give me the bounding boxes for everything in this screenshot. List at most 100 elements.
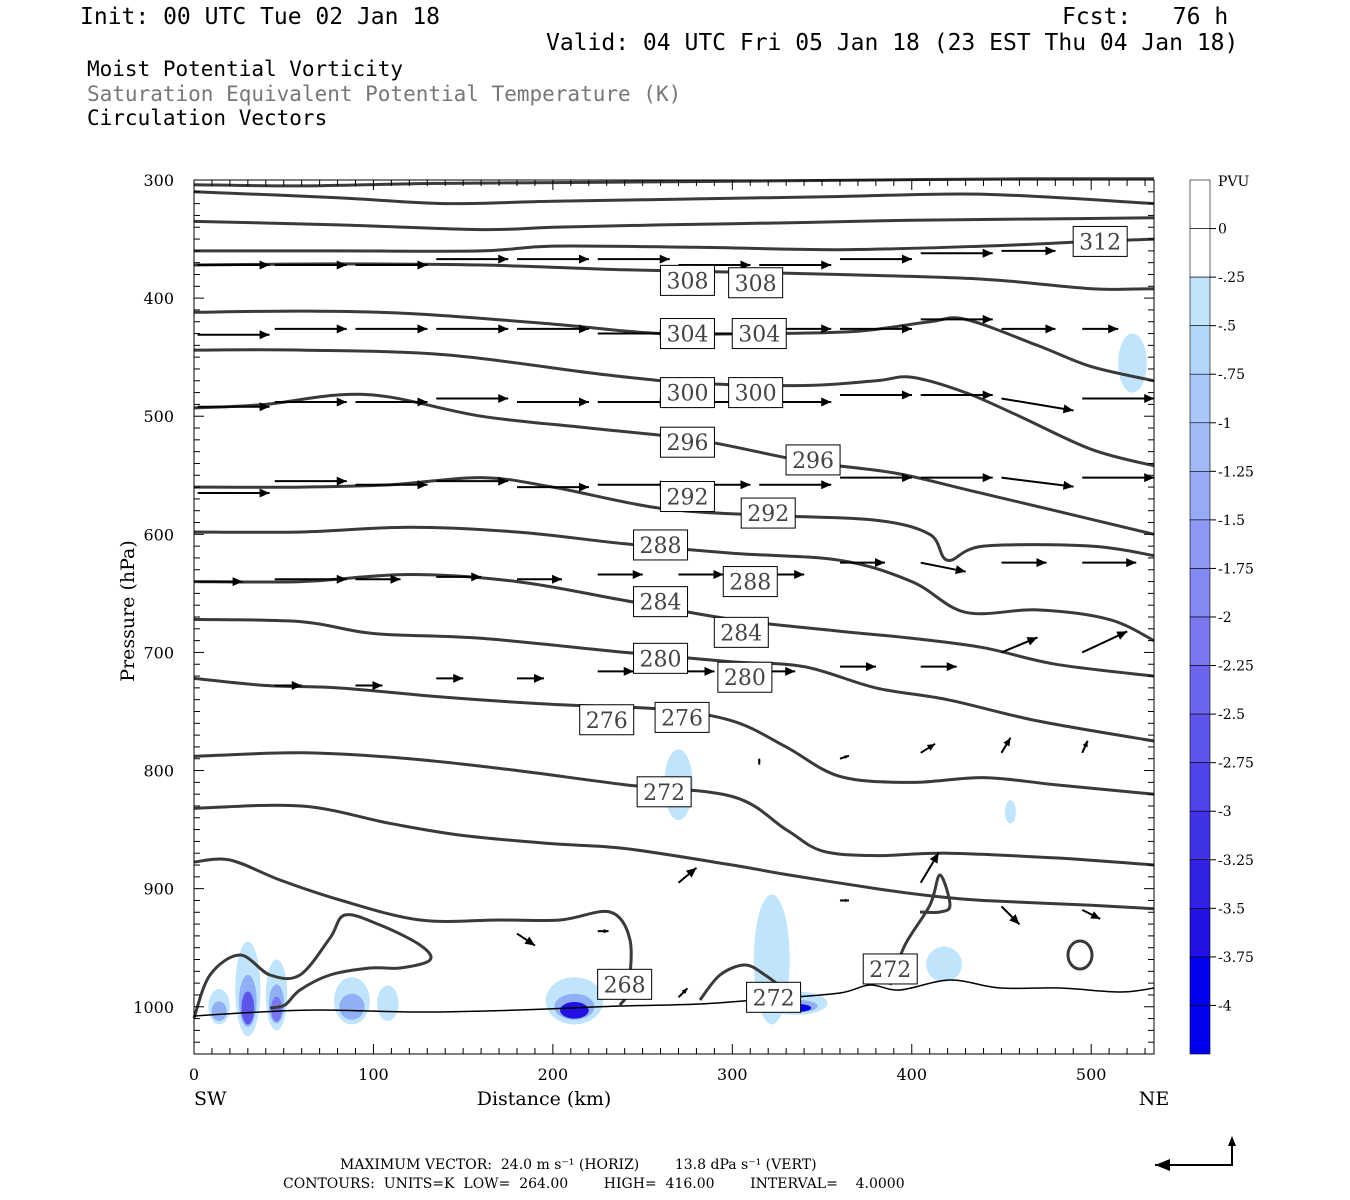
circulation-vector	[920, 742, 936, 754]
circulation-vector	[274, 681, 302, 691]
vector-head	[498, 394, 509, 403]
circulation-vectors	[197, 246, 1155, 999]
circulation-vector	[597, 254, 670, 264]
vector-head	[291, 681, 302, 691]
vector-head	[1144, 394, 1155, 403]
vector-head	[821, 260, 832, 270]
contour-label: 312	[1072, 225, 1128, 257]
colorbar-cell	[1189, 519, 1211, 569]
circulation-vector	[516, 574, 562, 584]
circulation-vector	[1082, 473, 1155, 483]
colorbar-cell	[1189, 1005, 1211, 1055]
circulation-vector	[1001, 476, 1074, 490]
contour-label: 304	[659, 318, 715, 350]
vector-head	[681, 988, 688, 995]
theta-contour-lower-bump	[698, 963, 786, 1001]
vector-head	[471, 572, 482, 582]
circulation-vector	[516, 932, 536, 947]
contour-label-box	[654, 701, 710, 733]
contour-label-box	[633, 642, 689, 674]
circulation-vector	[274, 574, 347, 584]
theta-contour-lower-right	[888, 873, 952, 986]
vector-head	[1116, 631, 1128, 640]
contour-label-text: 304	[666, 323, 708, 348]
vector-head	[1045, 246, 1056, 256]
circulation-vector	[597, 397, 670, 407]
vector-shaft	[1001, 476, 1074, 488]
contour-label-box	[722, 566, 778, 598]
theta-contours	[192, 177, 1155, 1019]
vector-head	[785, 666, 796, 676]
vector-head	[498, 476, 509, 486]
contour-label: 304	[731, 318, 787, 350]
vector-head	[259, 260, 270, 270]
vector-head	[453, 673, 464, 683]
contour-label-text: 312	[1079, 230, 1121, 255]
circulation-vector	[355, 480, 428, 490]
vector-head	[844, 755, 849, 759]
contour-label-text: 276	[661, 706, 703, 731]
circulation-vector	[436, 324, 509, 334]
colorbar-cell	[1189, 665, 1211, 715]
colorbar-label: -3.75	[1218, 950, 1254, 966]
contour-label-box	[659, 377, 715, 409]
circulation-vector	[1081, 909, 1101, 920]
vector-head	[1108, 324, 1119, 334]
contour-label-text: 272	[753, 986, 795, 1011]
contour-label-text: 284	[720, 621, 762, 646]
circulation-vector	[274, 397, 347, 407]
vector-head	[336, 574, 347, 584]
y-axis-label: Pressure (hPa)	[117, 540, 139, 682]
contour-label: 300	[659, 377, 715, 409]
colorbar-unit: PVU	[1218, 174, 1250, 190]
pv-blob-core-0	[211, 1001, 227, 1021]
colorbar-cell	[1189, 568, 1211, 618]
colorbar-cell	[1189, 956, 1211, 1006]
theta-contour-288-9	[193, 525, 1155, 642]
pv-blob-10	[1118, 333, 1147, 393]
circulation-vector	[839, 662, 876, 672]
ne-label: NE	[1139, 1088, 1170, 1110]
vector-head	[524, 936, 535, 946]
theta-contour-312-1	[193, 190, 1155, 206]
y-tick-label: 900	[143, 880, 174, 899]
circulation-vector	[677, 987, 689, 999]
circulation-vector	[1000, 905, 1021, 926]
contour-label-box	[731, 318, 787, 350]
pv-blob-11	[1005, 800, 1016, 824]
vector-head	[417, 397, 428, 407]
colorbar-cell	[1189, 859, 1211, 909]
title-mpv: Moist Potential Vorticity	[87, 57, 404, 81]
vector-head	[336, 324, 347, 334]
circulation-vector	[1082, 324, 1119, 334]
colorbar-label: -2	[1218, 610, 1232, 626]
contour-label-box	[579, 704, 635, 736]
circulation-vector	[759, 260, 832, 270]
circulation-vector	[197, 260, 270, 270]
circulation-vector	[436, 394, 509, 403]
colorbar-cell	[1189, 325, 1211, 375]
circulation-vector	[516, 254, 589, 264]
x-tick-label: 200	[538, 1065, 569, 1084]
contour-label-text: 308	[735, 272, 777, 297]
theta-contour-lower-mid	[193, 857, 633, 1006]
vector-head	[844, 898, 849, 903]
init-time: Init: 00 UTC Tue 02 Jan 18	[80, 4, 441, 30]
contour-label-box	[633, 586, 689, 618]
pv-blob-core-3	[339, 993, 365, 1020]
contour-label-text: 308	[666, 269, 708, 294]
circulation-vector	[274, 260, 347, 270]
contour-label: 292	[740, 497, 796, 529]
pv-blob-max-1	[241, 991, 255, 1025]
pv-blob-4	[377, 985, 399, 1021]
contour-label-text: 280	[724, 666, 766, 691]
contour-label: 276	[579, 704, 635, 736]
colorbar-label: -.75	[1218, 367, 1245, 383]
colorbar-label: -1	[1218, 416, 1232, 432]
theta-contour-312-3	[193, 237, 1155, 253]
contour-label-box	[1072, 225, 1128, 257]
circulation-vector	[839, 558, 885, 568]
contour-label-box	[659, 264, 715, 296]
circulation-vector	[1001, 558, 1047, 568]
contour-label-text: 300	[735, 382, 777, 407]
